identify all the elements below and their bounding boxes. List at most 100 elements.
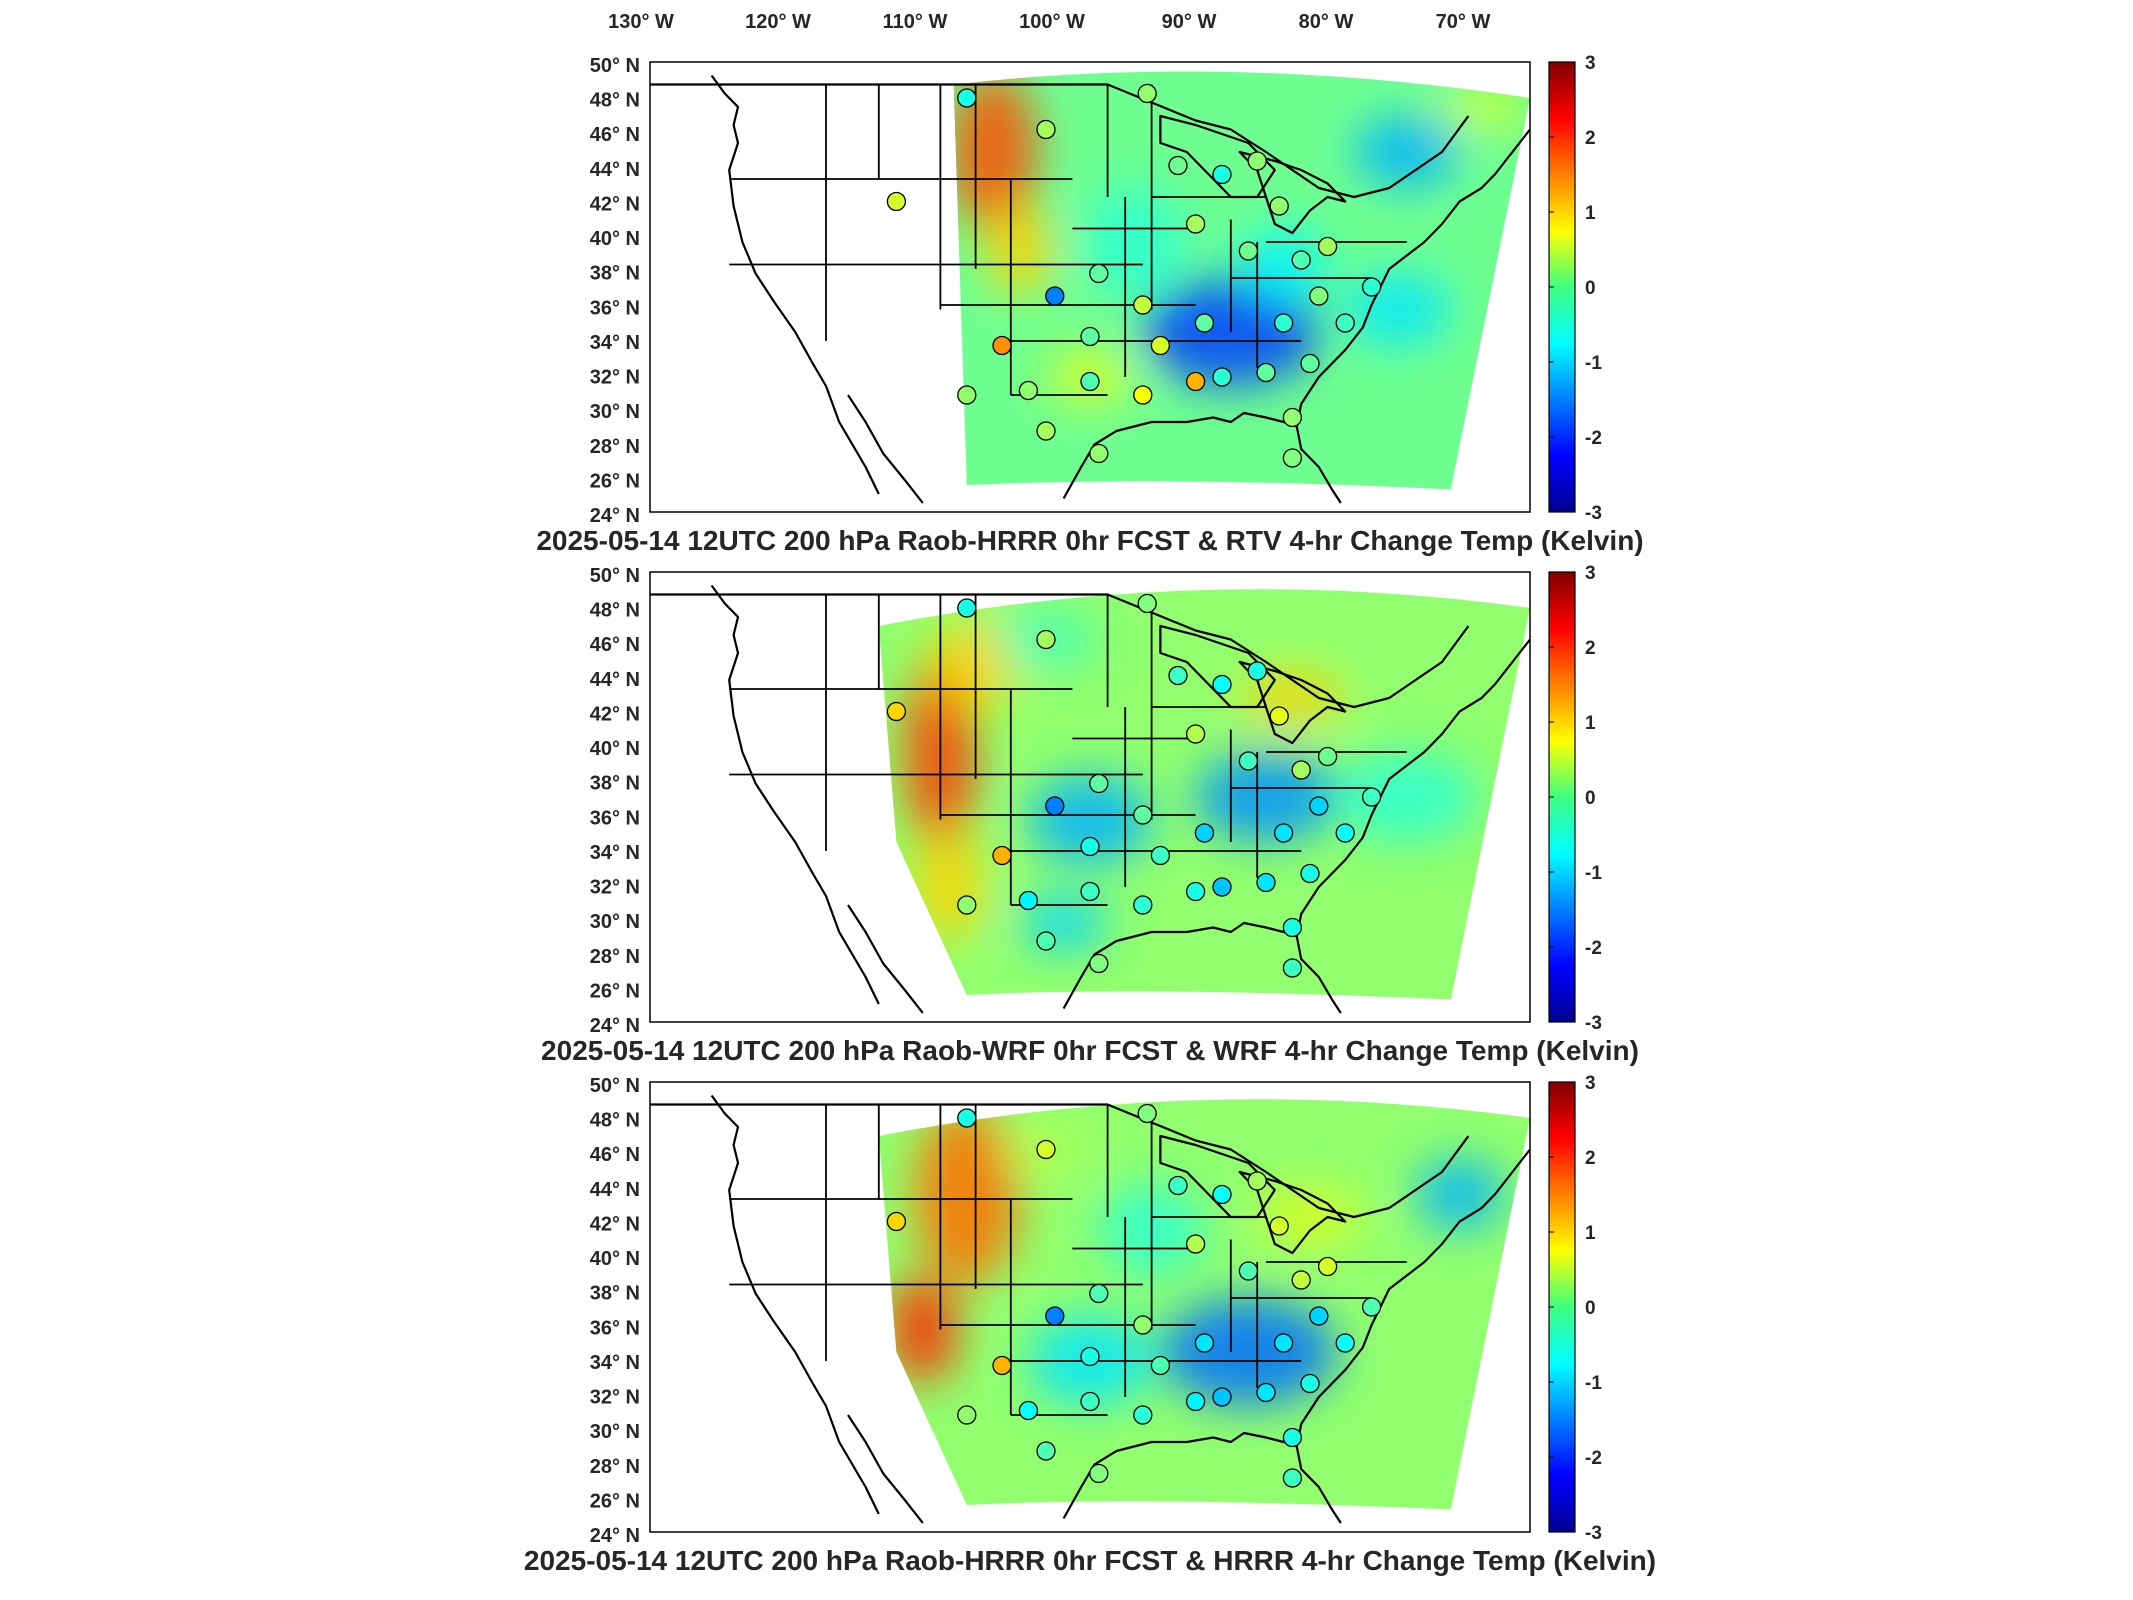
coastline [710, 74, 880, 495]
colorbar-tick-label: 1 [1585, 713, 1596, 734]
latitude-label: 40° N [590, 1248, 640, 1270]
raob-station [1282, 448, 1303, 468]
field-anomaly [1336, 752, 1478, 842]
field-anomaly [1081, 188, 1187, 296]
map-panel: 50° N 48° N 46° N 44° N 42° N 40° N 38° N 36° N… [541, 563, 1639, 1066]
latitude-label: 32° N [590, 367, 640, 389]
raob-station [1036, 629, 1056, 650]
raob-stations [886, 83, 1382, 468]
raob-station [1273, 313, 1294, 333]
panel-title: 2025-05-14 12UTC 200 hPa Raob-HRRR 0hr F… [524, 1545, 1656, 1576]
latitude-label: 50° N [590, 1075, 640, 1097]
raob-station [1185, 724, 1206, 744]
raob-station [1212, 877, 1232, 897]
colorbar-tick-label: 3 [1585, 53, 1596, 74]
colorbar-tick-label: -1 [1585, 1373, 1602, 1394]
latitude-label: 44° N [590, 1179, 640, 1201]
temperature-field [953, 71, 1530, 490]
raob-station [1080, 836, 1100, 857]
raob-station [957, 1108, 977, 1128]
longitude-label: 90° W [1162, 11, 1217, 33]
latitude-label: 48° N [590, 90, 640, 112]
field-anomaly [1354, 116, 1460, 188]
raob-station [1247, 1171, 1267, 1191]
raob-station [1089, 773, 1109, 794]
raob-station [1309, 286, 1329, 306]
raob-station [957, 385, 977, 405]
raob-station [1045, 1306, 1065, 1326]
raob-station [1300, 353, 1320, 374]
raob-station [992, 845, 1012, 866]
latitude-label: 28° N [590, 1456, 640, 1478]
coastline [1062, 1431, 1342, 1524]
colorbar-tick-label: -3 [1585, 1523, 1602, 1544]
coastline [1295, 1148, 1531, 1447]
boundaries [650, 74, 1531, 504]
raob-station [1212, 1184, 1232, 1205]
coastline [847, 394, 924, 504]
latitude-label: 28° N [590, 436, 640, 458]
raob-station [1269, 196, 1289, 216]
latitude-label: 34° N [590, 332, 640, 354]
raob-station [1018, 380, 1039, 401]
latitude-label: 34° N [590, 1352, 640, 1374]
colorbar-tick-label: -3 [1585, 1013, 1602, 1034]
raob-station [1194, 313, 1215, 333]
raob-station [957, 598, 977, 618]
raob-station [1282, 1468, 1303, 1488]
raob-station [1185, 1234, 1206, 1254]
raob-station [1256, 362, 1276, 383]
panel-title: 2025-05-14 12UTC 200 hPa Raob-HRRR 0hr F… [536, 525, 1643, 556]
coastline [710, 1094, 880, 1515]
raob-station [957, 1405, 977, 1425]
colorbar-tick-label: 1 [1585, 1223, 1596, 1244]
raob-station [1133, 805, 1153, 825]
raob-station [1291, 1270, 1311, 1290]
latitude-label: 42° N [590, 193, 640, 215]
raob-station [1282, 958, 1303, 978]
raob-station [1317, 1256, 1338, 1277]
raob-station [886, 191, 907, 212]
raob-station [1137, 593, 1157, 614]
map-frame [649, 571, 1531, 1023]
latitude-label: 26° N [590, 470, 640, 492]
raob-station [1036, 1139, 1056, 1160]
latitude-label: 38° N [590, 773, 640, 795]
raob-station [1309, 796, 1329, 816]
raob-station [1269, 1216, 1289, 1236]
raob-station [1273, 1333, 1294, 1353]
raob-station [1133, 1405, 1153, 1425]
field-anomaly [887, 1275, 958, 1384]
raob-station [1080, 326, 1100, 347]
raob-station [1300, 1373, 1320, 1394]
raob-station [1238, 1261, 1259, 1281]
map-panel: 50° N 48° N 46° N 44° N 42° N 40° N 38° N 36° N… [524, 1073, 1656, 1576]
raob-station [1036, 421, 1056, 441]
longitude-label: 100° W [1019, 11, 1085, 33]
boundaries [650, 1094, 1531, 1524]
latitude-label: 46° N [590, 1144, 640, 1166]
latitude-label: 44° N [590, 159, 640, 181]
boundaries [650, 584, 1531, 1014]
raob-station [1045, 286, 1065, 306]
field-anomaly [914, 1104, 1020, 1285]
raob-station [1080, 881, 1100, 902]
raob-station [1137, 83, 1157, 104]
raob-station [1089, 1463, 1109, 1484]
field-anomaly [914, 833, 985, 941]
coastline [650, 83, 1470, 199]
raob-station [992, 335, 1012, 356]
map-frame [649, 61, 1531, 513]
raob-station [1036, 119, 1056, 140]
raob-station [1168, 155, 1188, 176]
raob-station [1317, 746, 1338, 767]
raob-station [1133, 385, 1153, 405]
latitude-label: 36° N [590, 297, 640, 319]
colorbar-tick-label: -2 [1585, 938, 1602, 959]
coastline [650, 593, 1470, 709]
field-anomaly [984, 206, 1055, 296]
colorbar-tick-label: -2 [1585, 1448, 1602, 1469]
state-borders [729, 84, 1407, 396]
field-anomaly [1415, 1158, 1504, 1231]
colorbar-tick-label: 1 [1585, 203, 1596, 224]
